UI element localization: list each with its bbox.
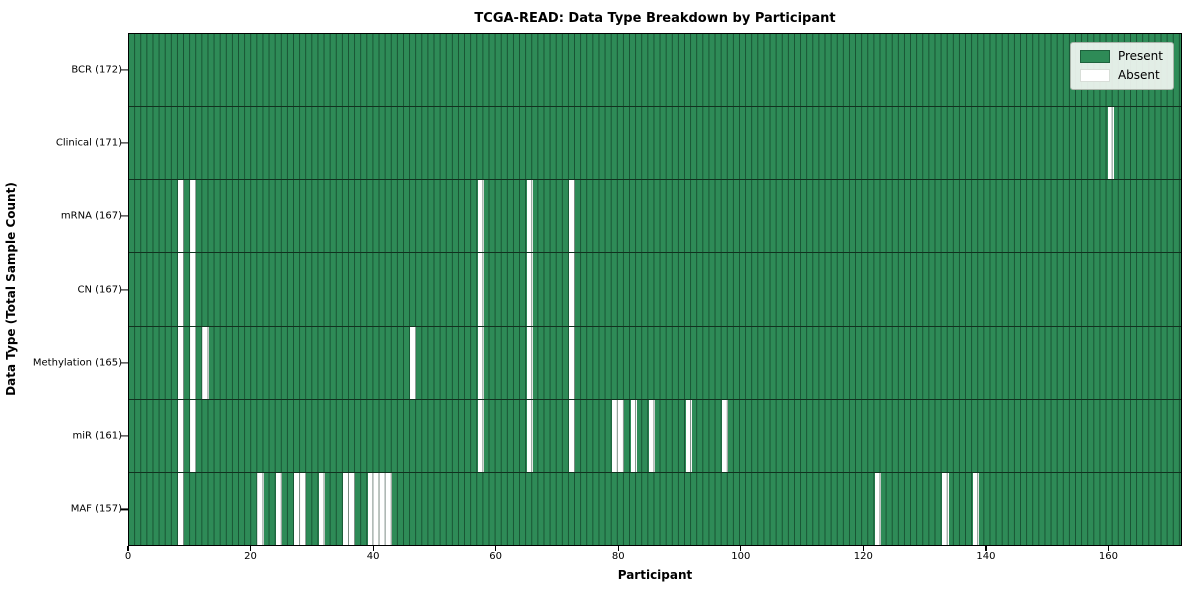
plot-area: Present Absent [128, 33, 1182, 546]
y-tick-label: mRNA (167) [60, 210, 122, 222]
bar-edge-grid-overlay [129, 472, 1181, 545]
absent-bar [257, 472, 264, 545]
x-tick-mark [985, 546, 987, 551]
x-tick-label: 60 [489, 551, 503, 562]
absent-bar [569, 253, 576, 326]
legend-label: Present [1117, 49, 1163, 63]
absent-bar [942, 472, 949, 545]
y-tick-label: Clinical (171) [55, 137, 122, 149]
legend-item-present: Present [1079, 49, 1163, 63]
x-tick-label: 140 [976, 551, 996, 562]
absent-bar [526, 253, 533, 326]
absent-bar [202, 326, 209, 399]
absent-bar [569, 180, 576, 253]
y-tick-label: miR (161) [72, 430, 122, 442]
absent-bar [190, 253, 197, 326]
x-tick-mark [249, 546, 252, 551]
legend-swatch-icon [1079, 50, 1110, 63]
absent-bar [349, 472, 356, 545]
absent-bar [177, 399, 185, 472]
absent-bar [875, 472, 882, 545]
absent-bar [477, 399, 484, 472]
absent-bar [630, 399, 637, 472]
absent-bar [410, 326, 417, 399]
x-tick-mark [740, 546, 742, 551]
chart-title: TCGA-READ: Data Type Breakdown by Partic… [474, 11, 836, 26]
x-tick-label: 20 [244, 551, 257, 562]
y-tick-mark [121, 288, 128, 291]
y-tick-mark [121, 215, 128, 217]
legend: Present Absent [1069, 42, 1174, 90]
heatmap-row-mir [129, 399, 1181, 473]
y-tick-mark [121, 435, 128, 437]
legend-swatch-icon [1079, 69, 1110, 82]
absent-bar [526, 399, 533, 472]
absent-bar [569, 326, 576, 399]
heatmap-row-bcr [129, 34, 1181, 108]
absent-bar [190, 326, 197, 399]
heatmap-row-methylation [129, 326, 1181, 400]
absent-bar [648, 399, 655, 472]
absent-bar [318, 472, 325, 545]
absent-bar [300, 472, 307, 545]
x-tick-label: 160 [1098, 551, 1118, 562]
absent-bar [685, 399, 692, 472]
legend-item-absent: Absent [1079, 68, 1163, 82]
bar-edge-grid-overlay [129, 253, 1181, 326]
absent-bar [477, 253, 484, 326]
absent-bar [190, 180, 197, 253]
bar-edge-grid-overlay [129, 180, 1181, 253]
x-tick-label: 80 [611, 551, 625, 562]
legend-label: Absent [1117, 68, 1160, 82]
absent-bar [526, 180, 533, 253]
heatmap-row-cn [129, 253, 1181, 327]
x-tick-mark [495, 546, 497, 551]
bar-edge-grid-overlay [129, 34, 1181, 107]
x-tick-mark [372, 546, 374, 551]
x-tick-mark [617, 546, 619, 551]
bar-edge-grid-overlay [129, 326, 1181, 399]
y-tick-mark [121, 142, 128, 144]
y-tick-label: MAF (157) [70, 503, 122, 515]
y-tick-label: BCR (172) [71, 64, 122, 76]
heatmap-row-clinical [129, 107, 1181, 181]
y-tick-mark [121, 69, 128, 71]
x-tick-label: 120 [853, 551, 873, 562]
absent-bar [618, 399, 625, 472]
absent-bar [1107, 107, 1114, 180]
absent-bar [722, 399, 729, 472]
heatmap-row-mrna [129, 180, 1181, 254]
absent-bar [177, 180, 185, 253]
absent-bar [526, 326, 533, 399]
x-tick-mark [127, 546, 129, 551]
heatmap-rows [129, 34, 1181, 545]
x-tick-label: 0 [124, 551, 132, 562]
absent-bar [177, 326, 185, 399]
absent-bar [385, 472, 392, 545]
absent-bar [477, 326, 484, 399]
absent-bar [190, 399, 197, 472]
y-tick-mark [121, 362, 128, 364]
y-tick-label: CN (167) [77, 284, 122, 295]
absent-bar [477, 180, 484, 253]
absent-bar [177, 253, 185, 326]
y-tick-mark [121, 508, 128, 510]
absent-bar [973, 472, 980, 545]
x-tick-label: 100 [731, 551, 751, 562]
absent-bar [275, 472, 282, 545]
x-tick-mark [862, 546, 864, 551]
bar-edge-grid-overlay [129, 399, 1181, 472]
x-tick-mark [1107, 546, 1110, 551]
heatmap-row-maf [129, 472, 1181, 545]
bar-edge-grid-overlay [129, 107, 1181, 180]
absent-bar [177, 472, 185, 545]
x-tick-label: 40 [366, 551, 380, 562]
x-axis-label: Participant [617, 568, 693, 582]
absent-bar [569, 399, 576, 472]
y-tick-label: Methylation (165) [32, 357, 122, 369]
